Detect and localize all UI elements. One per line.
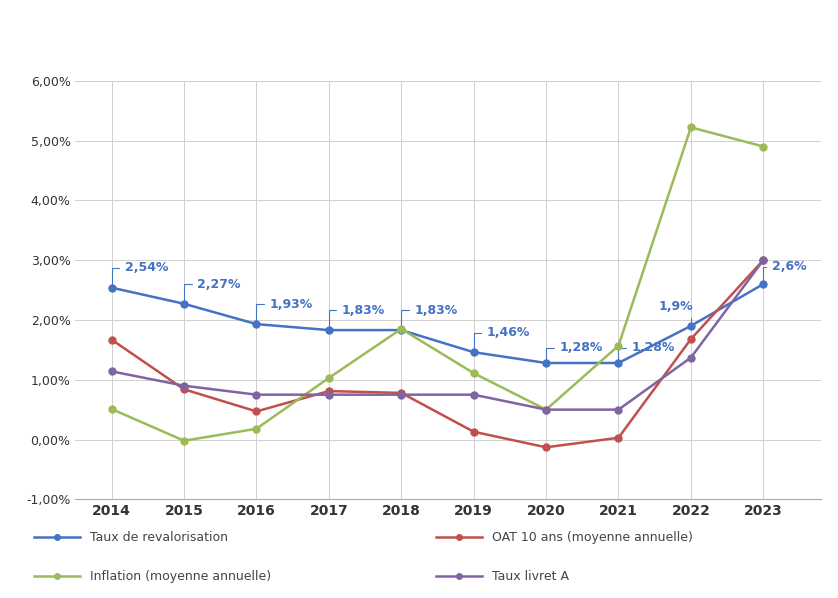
Text: Taux de revalorisation des contrats en euros: Taux de revalorisation des contrats en e…	[10, 24, 641, 48]
Text: 1,93%: 1,93%	[256, 298, 313, 321]
Text: Inflation (moyenne annuelle): Inflation (moyenne annuelle)	[90, 570, 271, 583]
Text: 1,28%: 1,28%	[546, 341, 603, 360]
Text: 1,83%: 1,83%	[328, 304, 385, 327]
Text: 1,9%: 1,9%	[659, 300, 693, 323]
Text: 1,46%: 1,46%	[473, 326, 530, 349]
Text: 2,6%: 2,6%	[763, 260, 807, 281]
Text: 2,54%: 2,54%	[111, 261, 168, 285]
Text: Taux de revalorisation: Taux de revalorisation	[90, 531, 228, 544]
Text: OAT 10 ans (moyenne annuelle): OAT 10 ans (moyenne annuelle)	[492, 531, 693, 544]
Text: 2,27%: 2,27%	[184, 277, 241, 301]
Text: 1,28%: 1,28%	[618, 341, 675, 360]
Text: Taux livret A: Taux livret A	[492, 570, 569, 583]
Text: 1,83%: 1,83%	[401, 304, 458, 327]
